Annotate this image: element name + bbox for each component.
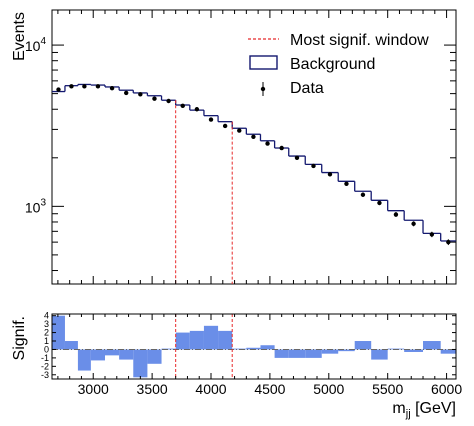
significance-bar xyxy=(105,349,120,356)
x-tick-label: 6000 xyxy=(431,381,462,397)
data-point xyxy=(109,86,115,91)
significance-panel: 3000 3500 4000 4500 5000 5500 6000 43210-1-2-3… xyxy=(11,311,462,420)
significance-bar xyxy=(338,349,355,352)
main-y-ticks: 103 104 xyxy=(25,36,456,272)
data-point xyxy=(222,123,228,129)
signal-window-lines-lower xyxy=(175,314,233,379)
y-tick-label: 2 xyxy=(44,328,49,338)
main-x-ticks xyxy=(57,10,448,284)
data-point xyxy=(393,212,399,217)
y-tick-label: 104 xyxy=(25,36,47,54)
main-y-axis-label: Events xyxy=(11,12,28,61)
y-tick-label: 0 xyxy=(44,344,49,354)
sig-x-ticks: 3000 3500 4000 4500 5000 5500 6000 xyxy=(57,314,462,397)
data-point xyxy=(327,172,333,177)
significance-bar xyxy=(274,349,289,358)
significance-bar xyxy=(371,349,388,360)
significance-bar xyxy=(404,349,424,352)
y-tick-label: 3 xyxy=(44,319,49,329)
sig-x-axis-label: mjj [GeV] xyxy=(392,400,456,420)
significance-bar xyxy=(246,347,261,350)
significance-bar xyxy=(305,349,322,358)
data-point xyxy=(138,92,143,97)
data-point xyxy=(251,134,256,139)
y-tick-label: 1 xyxy=(44,336,49,346)
legend: Most signif. window Background Data xyxy=(248,32,429,97)
data-points xyxy=(56,84,451,246)
significance-bar xyxy=(133,349,148,378)
main-plot-frame xyxy=(51,9,457,285)
significance-bar xyxy=(218,330,233,350)
sig-y-axis-label: Signif. xyxy=(11,316,28,360)
data-point xyxy=(360,192,366,197)
y-tick-label: -1 xyxy=(41,353,49,363)
background-histogram xyxy=(52,83,456,242)
legend-data-marker xyxy=(260,86,266,92)
data-point xyxy=(208,117,214,122)
data-point xyxy=(124,90,129,96)
main-panel: 103 104 Events Most signif. window Backgr… xyxy=(11,9,457,285)
data-point xyxy=(446,239,451,245)
significance-bar xyxy=(161,348,176,350)
y-tick-label: 4 xyxy=(44,311,49,321)
legend-background-swatch xyxy=(249,55,278,70)
significance-bar xyxy=(64,341,78,350)
data-point xyxy=(411,221,416,226)
significance-bar xyxy=(90,349,106,361)
significance-bar xyxy=(423,341,441,350)
data-point xyxy=(377,200,382,206)
data-point xyxy=(279,145,284,151)
data-point xyxy=(344,181,349,186)
significance-bar xyxy=(260,345,275,350)
data-point xyxy=(56,87,61,92)
significance-bars xyxy=(52,315,456,378)
x-tick-label: 3500 xyxy=(137,381,168,397)
x-tick-label: 5500 xyxy=(372,381,403,397)
data-point xyxy=(311,163,316,169)
y-tick-label: -3 xyxy=(41,370,49,380)
significance-bar xyxy=(77,349,91,371)
significance-bar xyxy=(440,349,456,354)
data-point xyxy=(95,84,101,89)
data-point xyxy=(152,96,157,101)
significance-bar xyxy=(189,330,204,350)
data-point xyxy=(194,107,200,112)
significance-bar xyxy=(175,332,190,350)
sig-plot-frame xyxy=(51,313,457,380)
data-point xyxy=(237,128,242,133)
x-tick-label: 4500 xyxy=(254,381,285,397)
significance-bar xyxy=(288,349,306,358)
significance-bar xyxy=(147,349,162,364)
x-tick-label: 5000 xyxy=(313,381,344,397)
legend-window-label: Most signif. window xyxy=(290,32,429,49)
legend-background-label: Background xyxy=(290,56,375,73)
significance-bar xyxy=(119,349,134,360)
y-tick-label: -2 xyxy=(41,361,49,371)
x-tick-label: 4000 xyxy=(195,381,226,397)
data-point xyxy=(265,141,270,146)
data-point xyxy=(69,84,74,89)
x-tick-label: 3000 xyxy=(78,381,109,397)
significance-bar xyxy=(354,341,372,350)
data-point xyxy=(82,84,87,89)
y-tick-label: 103 xyxy=(25,197,47,215)
legend-data-label: Data xyxy=(290,80,324,97)
data-point xyxy=(294,155,300,161)
data-point xyxy=(429,232,435,237)
data-point xyxy=(180,103,185,109)
significance-bar xyxy=(321,349,339,354)
signal-window-lines xyxy=(175,100,233,284)
data-point xyxy=(166,98,171,104)
significance-bar xyxy=(203,325,219,350)
